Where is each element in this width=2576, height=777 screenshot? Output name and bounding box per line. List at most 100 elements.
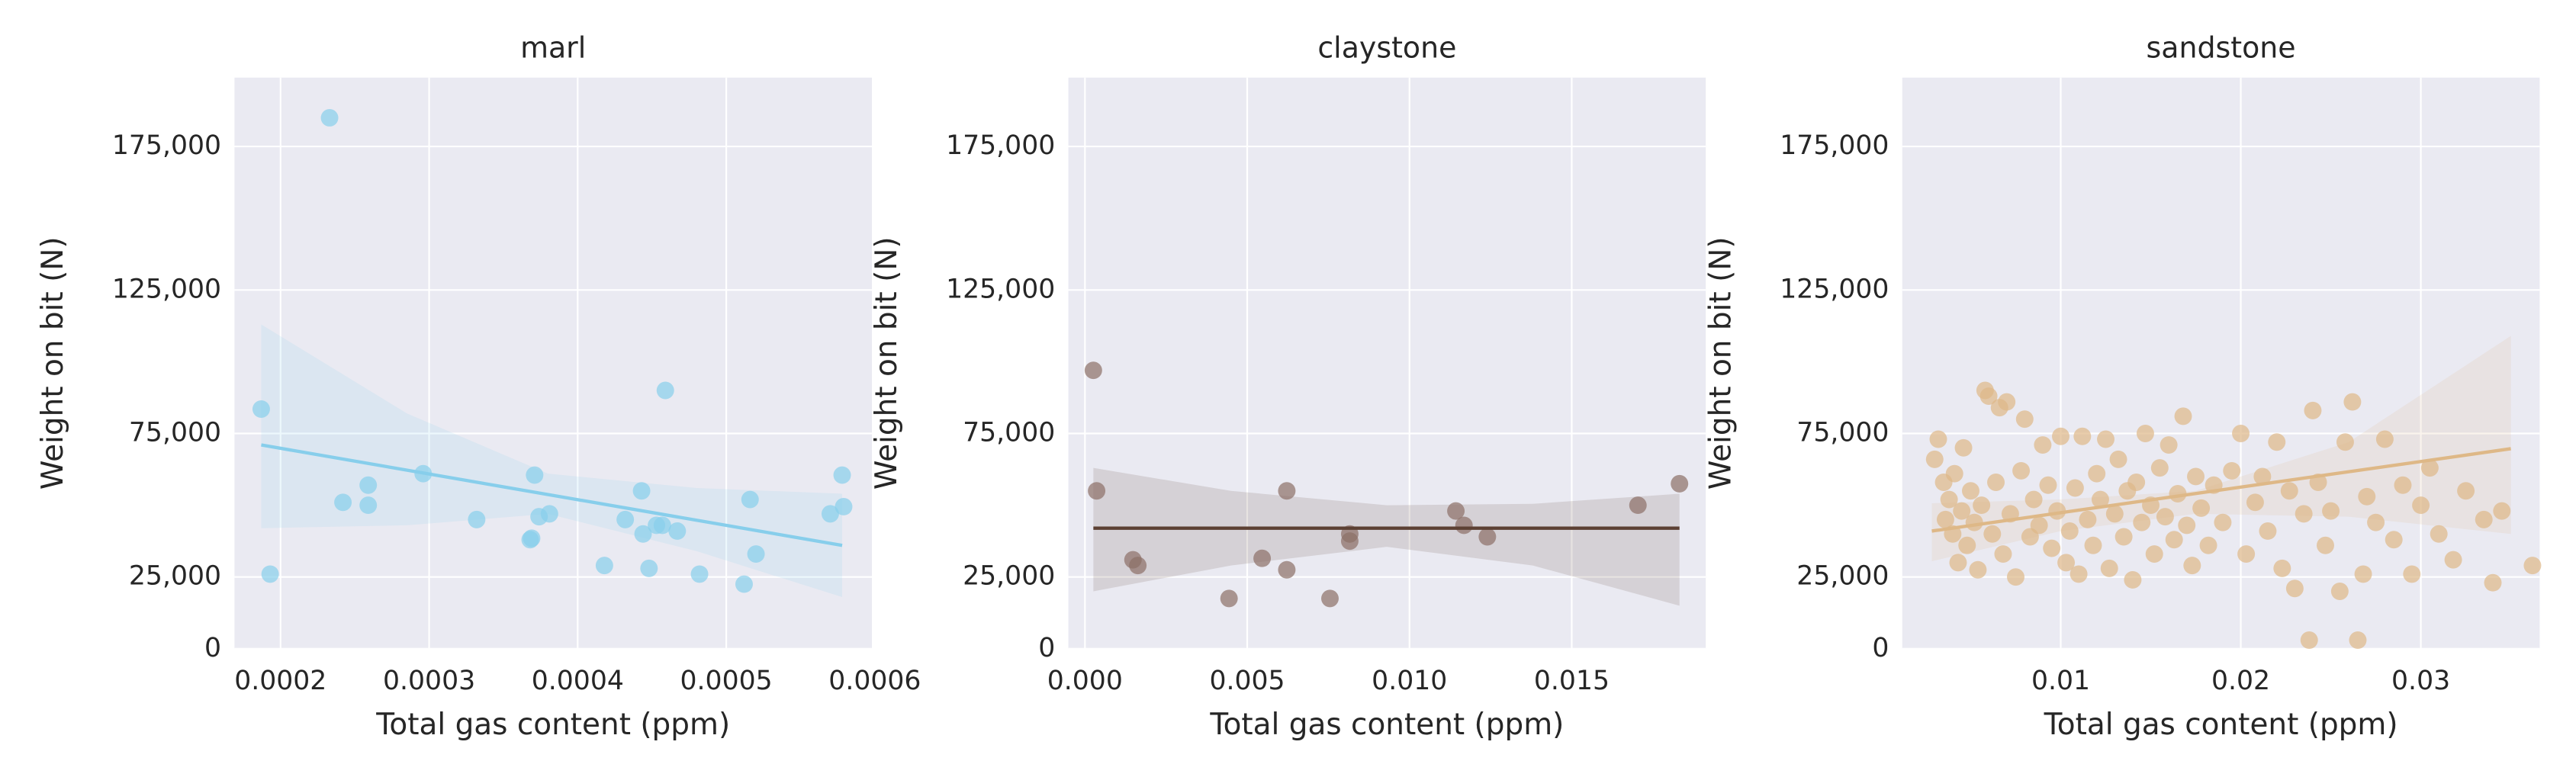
data-point [2145,545,2163,563]
y-tick-label: 25,000 [963,561,1055,592]
data-point [690,565,709,583]
data-point [632,482,651,500]
data-point [640,559,658,577]
data-point [653,516,671,535]
y-tick-label: 125,000 [1780,274,1889,304]
data-point [2430,525,2448,543]
data-point [2475,510,2493,528]
data-point [2385,531,2403,549]
x-tick-label: 0.0005 [680,666,773,696]
data-point [2403,565,2421,583]
data-point [2073,427,2092,445]
data-point [2079,510,2097,528]
plot-background [1068,77,1706,649]
data-point [359,496,378,515]
data-point [821,505,839,523]
panel: 0 25,000 75,000 125,000 175,000 0.000 0.005 0.0… [870,31,1706,742]
data-point [2192,499,2211,517]
data-point [2273,559,2291,577]
data-point [2330,583,2349,600]
data-point [1278,482,1296,500]
data-point [2317,536,2334,554]
x-tick-label: 0.03 [2391,666,2450,696]
data-point [2295,505,2313,523]
data-point [634,525,652,543]
data-point [2300,631,2318,649]
data-point [2084,536,2102,554]
data-point [1220,589,1238,608]
data-point [835,497,853,515]
data-point [2015,410,2034,429]
data-point [1953,502,1971,520]
data-point [2030,516,2048,535]
data-point [1998,393,2016,411]
data-point [2133,513,2151,531]
data-point [1979,387,1998,406]
data-point [2024,490,2043,509]
data-point [2100,559,2118,577]
data-point [2444,551,2462,569]
panel: 0 25,000 75,000 125,000 175,000 0.01 0.02 0.03 s… [1703,31,2542,742]
data-point [2178,516,2196,535]
data-point [2336,433,2354,451]
data-point [2412,496,2430,515]
x-tick-label: 0.0006 [828,666,921,696]
data-point [2246,493,2264,512]
data-point [833,466,851,484]
panel-title: claystone [1317,31,1456,64]
x-tick-label: 0.02 [2211,666,2270,696]
data-point [1088,482,1106,500]
data-point [523,529,541,547]
data-point [2091,490,2109,509]
data-point [595,557,613,575]
data-point [1987,473,2005,491]
data-point [2343,393,2362,411]
data-point [334,493,352,512]
y-tick-label: 75,000 [129,417,221,448]
data-point [1629,496,1647,515]
data-point [741,490,759,509]
data-point [2088,464,2106,483]
data-point [2322,502,2340,520]
y-tick-label: 25,000 [1796,561,1889,592]
y-tick-label: 125,000 [112,274,221,304]
data-point [1455,516,1473,535]
data-point [261,565,279,583]
data-point [2280,482,2298,500]
y-axis-label: Weight on bit (N) [870,236,904,490]
data-point [1969,560,1987,579]
data-point [2156,508,2174,526]
data-point [1962,482,1979,500]
data-point [1983,525,2002,543]
data-point [2069,565,2088,583]
x-tick-label: 0.0004 [532,666,624,696]
y-tick-label: 0 [1872,633,1889,663]
data-point [2034,436,2052,454]
data-point [2066,479,2084,497]
data-point [252,400,270,418]
data-point [2043,539,2061,557]
y-tick-label: 0 [1038,633,1055,663]
data-point [2039,476,2057,494]
x-axis-label: Total gas content (ppm) [375,708,730,742]
data-point [747,545,765,563]
data-point [2165,531,2183,549]
data-point [1129,557,1147,575]
y-tick-label: 175,000 [112,130,221,161]
data-point [2007,568,2024,586]
data-point [2420,459,2439,477]
data-point [2268,433,2286,451]
data-point [1940,490,1958,509]
data-point [1671,474,1689,493]
data-point [1949,554,1967,572]
data-point [2127,473,2146,491]
confidence-band [1093,467,1680,606]
regression-line [1931,447,2511,533]
data-point [2057,554,2076,572]
data-point [2237,545,2256,563]
panel-title: marl [520,31,586,64]
y-tick-label: 75,000 [1796,417,1889,448]
panel: 0 25,000 75,000 125,000 175,000 0.0002 0.0003 0… [36,31,921,742]
data-point [1929,430,1947,448]
